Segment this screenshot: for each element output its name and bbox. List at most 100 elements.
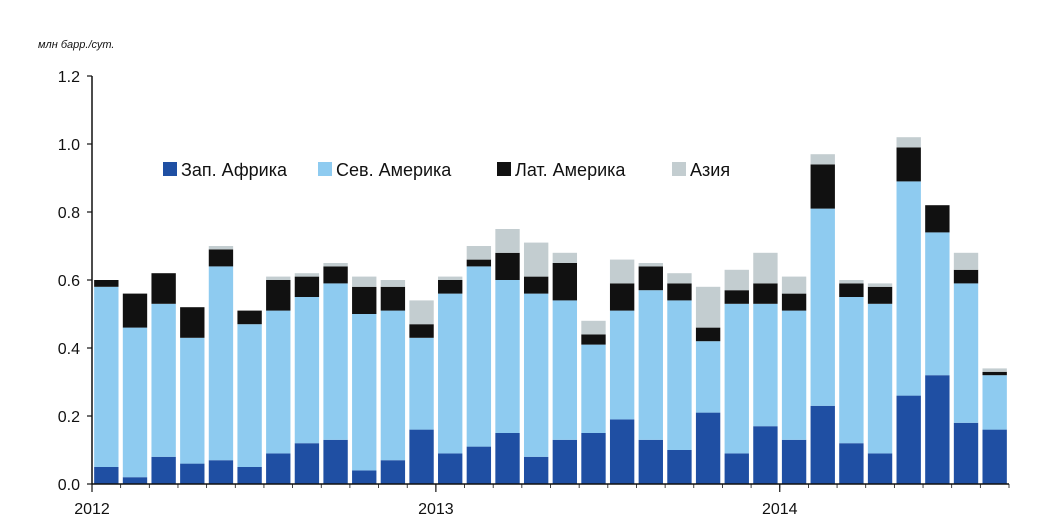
bar-4-8 bbox=[294, 273, 320, 277]
bar-2-27 bbox=[839, 297, 864, 444]
bar-3-12 bbox=[409, 324, 434, 338]
bar-1-19 bbox=[609, 419, 635, 484]
bar-4-25 bbox=[781, 276, 807, 294]
bar-3-30 bbox=[925, 205, 950, 233]
bar-2-15 bbox=[495, 280, 520, 433]
bar-2-4 bbox=[180, 337, 205, 464]
bar-2-7 bbox=[266, 310, 291, 454]
bar-3-17 bbox=[552, 263, 578, 301]
legend: Зап. Африка Сев. Америка Лат. Америка Азия bbox=[163, 160, 730, 180]
year-label-2: 2014 bbox=[762, 501, 798, 518]
y-tick-label-6: 1.2 bbox=[58, 69, 80, 86]
bar-4-27 bbox=[839, 280, 864, 284]
bar-3-32 bbox=[982, 371, 1007, 376]
bar-3-16 bbox=[523, 276, 549, 294]
bar-1-16 bbox=[523, 456, 549, 484]
bar-3-3 bbox=[151, 273, 176, 304]
legend-swatch-4 bbox=[672, 162, 686, 176]
bar-1-18 bbox=[581, 433, 606, 484]
bar-1-5 bbox=[208, 460, 234, 484]
bar-1-4 bbox=[180, 463, 205, 484]
bar-4-7 bbox=[266, 276, 291, 280]
bar-2-29 bbox=[896, 181, 921, 396]
y-tick-label-4: 0.8 bbox=[58, 205, 80, 222]
bar-4-18 bbox=[581, 320, 606, 335]
bar-3-10 bbox=[352, 286, 377, 314]
bar-1-17 bbox=[552, 439, 578, 484]
bar-3-8 bbox=[294, 276, 320, 297]
bar-4-23 bbox=[724, 269, 749, 291]
bar-3-5 bbox=[208, 249, 234, 267]
bar-3-31 bbox=[953, 269, 979, 284]
bar-2-26 bbox=[810, 208, 835, 406]
bar-2-22 bbox=[695, 341, 721, 413]
bar-4-19 bbox=[609, 259, 635, 284]
bar-2-23 bbox=[724, 303, 749, 454]
bar-2-17 bbox=[552, 300, 578, 440]
bar-4-28 bbox=[867, 283, 893, 287]
bar-4-9 bbox=[323, 263, 348, 267]
bar-2-30 bbox=[925, 232, 950, 376]
bars-group bbox=[94, 137, 1007, 484]
y-tick-label-5: 1.0 bbox=[58, 137, 80, 154]
bar-3-13 bbox=[438, 280, 463, 294]
bar-4-26 bbox=[810, 154, 835, 165]
bar-3-11 bbox=[380, 286, 406, 311]
bar-1-28 bbox=[867, 453, 893, 484]
bar-2-1 bbox=[94, 286, 119, 467]
bar-3-28 bbox=[867, 286, 893, 304]
bar-4-13 bbox=[438, 276, 463, 280]
bar-3-22 bbox=[695, 327, 721, 342]
bar-1-20 bbox=[638, 439, 663, 484]
legend-label-4: Азия bbox=[690, 160, 730, 180]
bar-1-22 bbox=[695, 412, 721, 484]
bar-1-2 bbox=[122, 477, 148, 484]
bar-2-3 bbox=[151, 303, 176, 457]
bar-4-21 bbox=[667, 273, 692, 284]
bar-3-26 bbox=[810, 164, 835, 209]
bar-4-22 bbox=[695, 286, 721, 328]
bar-3-18 bbox=[581, 334, 606, 345]
bar-1-7 bbox=[266, 453, 291, 484]
bar-4-17 bbox=[552, 252, 578, 263]
bar-2-6 bbox=[237, 324, 262, 467]
bar-3-7 bbox=[266, 280, 291, 311]
bar-3-15 bbox=[495, 252, 520, 280]
bar-1-30 bbox=[925, 375, 950, 484]
bar-1-25 bbox=[781, 439, 807, 484]
bar-1-6 bbox=[237, 467, 262, 484]
bar-1-32 bbox=[982, 429, 1007, 484]
bar-3-19 bbox=[609, 283, 635, 311]
bar-3-20 bbox=[638, 266, 663, 291]
bar-4-15 bbox=[495, 229, 520, 253]
bar-2-13 bbox=[438, 293, 463, 454]
bar-2-9 bbox=[323, 283, 348, 440]
bar-4-32 bbox=[982, 368, 1007, 372]
y-tick-label-3: 0.6 bbox=[58, 273, 80, 290]
bar-2-24 bbox=[753, 303, 778, 427]
bar-4-12 bbox=[409, 300, 434, 325]
bar-1-8 bbox=[294, 443, 320, 484]
bar-3-23 bbox=[724, 290, 749, 304]
bar-2-2 bbox=[122, 327, 148, 478]
legend-swatch-3 bbox=[497, 162, 511, 176]
bar-2-5 bbox=[208, 266, 234, 461]
bar-1-14 bbox=[466, 446, 492, 484]
legend-swatch-2 bbox=[318, 162, 332, 176]
y-tick-label-2: 0.4 bbox=[58, 341, 80, 358]
bar-3-4 bbox=[180, 307, 205, 338]
bar-2-31 bbox=[953, 283, 979, 423]
bar-3-24 bbox=[753, 283, 778, 304]
bar-2-12 bbox=[409, 337, 434, 430]
year-label-1: 2013 bbox=[418, 501, 454, 518]
bar-2-32 bbox=[982, 375, 1007, 430]
bar-2-21 bbox=[667, 300, 692, 450]
bar-4-5 bbox=[208, 246, 234, 250]
bar-3-2 bbox=[122, 293, 148, 328]
bar-2-18 bbox=[581, 344, 606, 433]
bar-4-29 bbox=[896, 137, 921, 148]
bar-1-11 bbox=[380, 460, 406, 484]
bar-2-20 bbox=[638, 290, 663, 440]
unit-label: млн барр./сут. bbox=[38, 39, 114, 51]
